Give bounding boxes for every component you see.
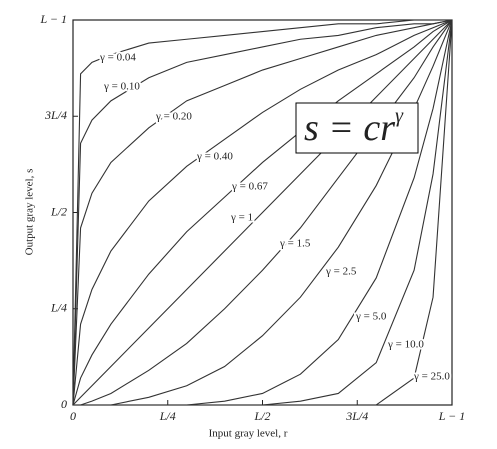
curve-label: γ = 1.5 xyxy=(279,238,311,250)
formula: s = crγ xyxy=(304,105,404,149)
curve-label: γ = 2.5 xyxy=(325,266,357,278)
x-tick-label: L/2 xyxy=(253,409,270,423)
curve xyxy=(72,19,452,406)
y-tick-label: L − 1 xyxy=(39,12,67,26)
curve-label: γ = 5.0 xyxy=(355,311,387,323)
curve-label: γ = 0.20 xyxy=(155,111,192,123)
y-tick-label: L/4 xyxy=(50,301,67,315)
curve-label: γ = 0.10 xyxy=(103,81,140,93)
curve xyxy=(72,19,453,406)
y-tick-label: 3L/4 xyxy=(44,108,67,122)
curve-label: γ = 1 xyxy=(230,212,253,224)
curve xyxy=(73,19,453,406)
x-tick-label: L/4 xyxy=(159,409,176,423)
formula-base: s = cr xyxy=(304,107,395,149)
curve xyxy=(72,19,453,406)
y-tick-label: L/2 xyxy=(50,204,67,218)
curve xyxy=(72,19,453,406)
curve-label: γ = 25.0 xyxy=(413,371,450,383)
x-tick-label: 3L/4 xyxy=(345,409,368,423)
curve-label: γ = 0.04 xyxy=(99,52,136,64)
curve-label: γ = 0.67 xyxy=(231,181,268,193)
formula-exponent: γ xyxy=(395,105,404,127)
curve xyxy=(73,19,453,406)
formula-box xyxy=(295,102,419,154)
curve xyxy=(72,19,453,406)
curve-label: γ = 10.0 xyxy=(387,339,424,351)
y-axis-label: Output gray level, s xyxy=(24,169,36,256)
x-axis-label: Input gray level, r xyxy=(209,428,288,440)
curve xyxy=(72,19,453,406)
x-tick-label: L − 1 xyxy=(438,409,466,423)
x-tick-label: 0 xyxy=(70,409,76,423)
y-tick-label: 0 xyxy=(61,397,67,411)
curve-label: γ = 0.40 xyxy=(196,151,233,163)
